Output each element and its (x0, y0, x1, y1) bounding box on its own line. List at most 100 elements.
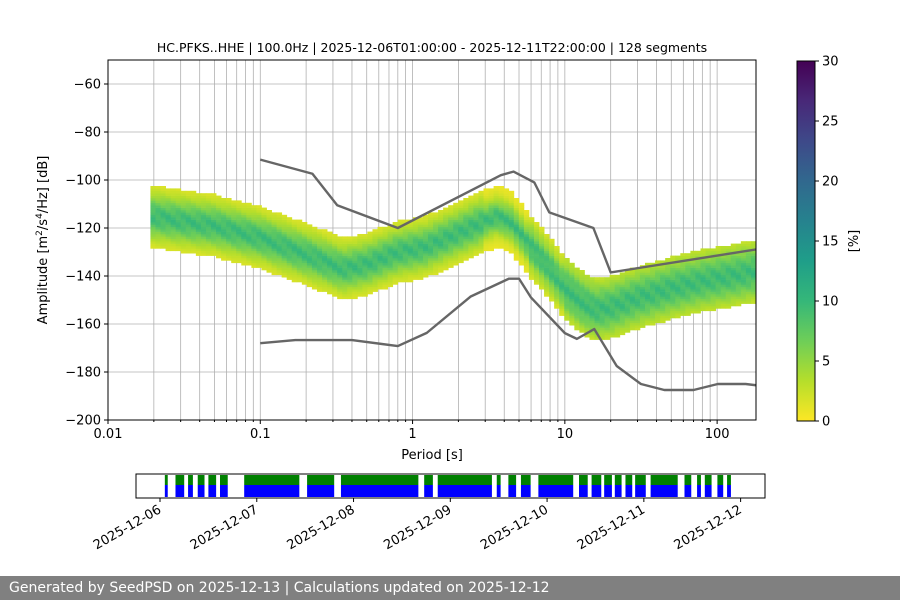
density-cell (624, 294, 631, 297)
density-cell (322, 267, 328, 271)
density-cell (720, 301, 727, 304)
density-cell (332, 272, 338, 276)
density-cell (730, 270, 737, 273)
density-cell (433, 236, 439, 240)
density-cell (468, 212, 474, 216)
density-cell (670, 284, 676, 288)
density-cell (352, 246, 358, 249)
used-segment (340, 475, 419, 485)
density-cell (574, 272, 580, 276)
density-cell (417, 262, 424, 266)
density-cell (397, 260, 404, 264)
density-cell (402, 231, 409, 235)
density-cell (443, 222, 449, 225)
density-cell (231, 207, 237, 211)
density-cell (387, 258, 394, 261)
density-cell (332, 236, 338, 240)
density-cell (634, 282, 641, 285)
density-cell (316, 229, 323, 232)
density-cell (402, 253, 409, 256)
density-cell (332, 234, 338, 237)
density-cell (261, 265, 267, 268)
density-cell (256, 236, 262, 240)
density-cell (433, 250, 439, 254)
density-cell (185, 219, 192, 223)
density-cell (715, 272, 722, 276)
density-cell (690, 298, 696, 302)
density-cell (387, 231, 394, 235)
density-cell (236, 205, 242, 208)
density-cell (629, 322, 636, 326)
density-cell (569, 298, 575, 302)
density-cell (316, 231, 323, 235)
density-cell (311, 243, 318, 247)
density-cell (579, 272, 585, 276)
density-cell (422, 236, 429, 240)
density-cell (609, 313, 616, 316)
density-cell (337, 294, 343, 297)
density-cell (175, 205, 182, 208)
density-cell (352, 253, 358, 256)
density-cell (150, 195, 156, 199)
density-cell (281, 222, 288, 225)
x-tick-label: 100 (705, 427, 730, 442)
density-cell (427, 222, 434, 225)
density-cell (241, 205, 247, 208)
used-segment (538, 475, 574, 485)
density-cell (211, 250, 217, 254)
density-cell (473, 226, 479, 230)
density-cell (417, 234, 424, 237)
density-cell (347, 279, 353, 283)
density-cell (604, 320, 611, 324)
density-cell (639, 325, 646, 328)
density-cell (508, 248, 515, 252)
density-cell (710, 260, 717, 264)
density-cell (337, 277, 343, 280)
density-cell (296, 219, 303, 223)
density-cell (705, 289, 711, 292)
density-cell (438, 248, 444, 252)
density-cell (539, 250, 545, 254)
density-cell (660, 267, 666, 271)
density-cell (382, 258, 389, 261)
density-cell (236, 200, 242, 204)
density-cell (463, 248, 469, 252)
density-cell (730, 298, 737, 302)
density-cell (422, 217, 429, 220)
density-cell (417, 277, 424, 280)
density-cell (644, 291, 651, 295)
density-cell (629, 274, 636, 278)
used-segment (188, 475, 193, 485)
density-cell (644, 306, 651, 309)
density-cell (438, 250, 444, 254)
density-cell (614, 332, 621, 336)
density-cell (579, 327, 585, 331)
density-cell (569, 279, 575, 283)
density-cell (417, 217, 424, 220)
density-cell (453, 207, 459, 211)
density-cell (155, 212, 161, 216)
density-cell (533, 238, 540, 242)
density-cell (745, 291, 752, 295)
density-cell (286, 258, 293, 261)
density-cell (453, 214, 459, 218)
used-segment (307, 475, 335, 485)
density-cell (195, 224, 202, 228)
density-cell (216, 231, 222, 235)
density-cell (735, 286, 742, 290)
density-cell (604, 315, 611, 319)
density-cell (624, 272, 631, 276)
density-cell (589, 284, 595, 288)
density-cell (175, 210, 182, 213)
density-cell (170, 231, 177, 235)
density-cell (357, 274, 363, 278)
density-cell (523, 258, 530, 261)
density-cell (246, 229, 252, 232)
density-cell (160, 241, 166, 244)
density-cell (185, 210, 192, 213)
density-cell (488, 222, 494, 225)
density-cell (675, 306, 681, 309)
density-cell (554, 246, 560, 249)
density-cell (700, 272, 706, 276)
density-cell (483, 224, 489, 228)
